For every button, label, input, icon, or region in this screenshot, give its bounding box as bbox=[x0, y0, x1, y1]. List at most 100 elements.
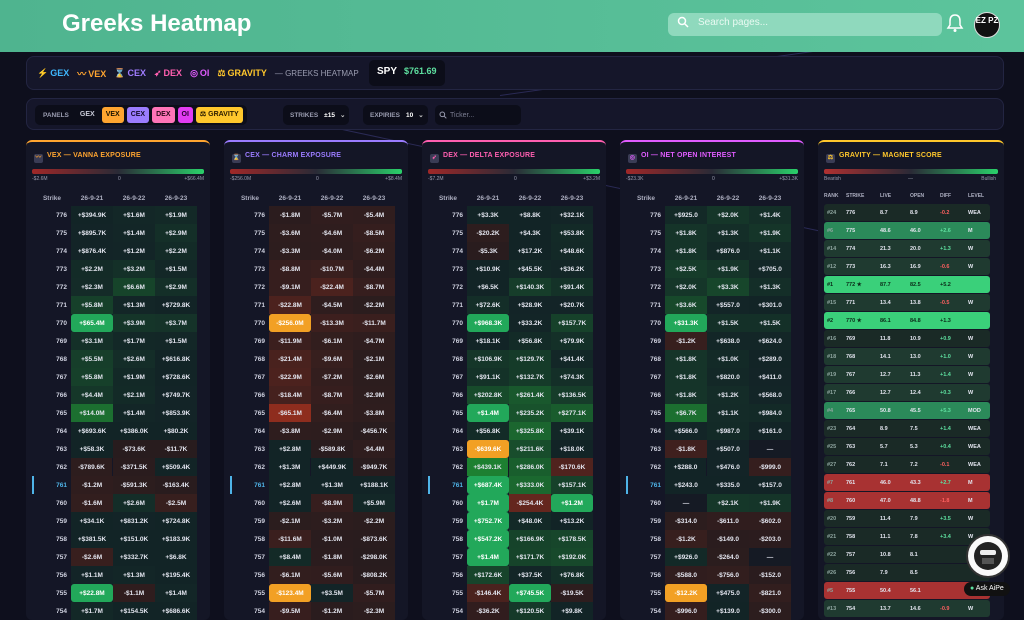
heat-cell[interactable]: +$31.3K bbox=[665, 314, 707, 332]
heat-cell[interactable]: +$1.4M bbox=[155, 584, 197, 602]
heat-cell[interactable]: +$33.2K bbox=[509, 314, 551, 332]
heat-cell[interactable]: -$588.0 bbox=[665, 566, 707, 584]
heat-cell[interactable]: -$1.8M bbox=[311, 548, 353, 566]
heat-cell[interactable]: +$687.4K bbox=[467, 476, 509, 494]
heat-cell[interactable]: +$1.9M bbox=[113, 368, 155, 386]
column-header[interactable]: Strike bbox=[240, 194, 260, 202]
table-row[interactable]: #13 754 13.7 14.6 -0.9 W bbox=[824, 600, 990, 617]
panel-toggle-dex[interactable]: DEX bbox=[152, 107, 175, 123]
heat-cell[interactable]: +$439.1K bbox=[467, 458, 509, 476]
heat-cell[interactable]: +$37.5K bbox=[509, 566, 551, 584]
heat-cell[interactable]: -$3.8M bbox=[269, 422, 311, 440]
heat-cell[interactable]: +$20.7K bbox=[551, 296, 593, 314]
heat-cell[interactable]: +$1.8K bbox=[665, 368, 707, 386]
column-header[interactable]: 26-9-21 bbox=[476, 194, 500, 202]
heat-cell[interactable]: -$1.8K bbox=[665, 440, 707, 458]
heat-cell[interactable]: +$129.7K bbox=[509, 350, 551, 368]
heat-cell[interactable]: +$984.0 bbox=[749, 404, 791, 422]
heat-cell[interactable]: +$211.6K bbox=[509, 440, 551, 458]
heat-cell[interactable]: +$411.0 bbox=[749, 368, 791, 386]
heat-cell[interactable]: +$926.0 bbox=[665, 548, 707, 566]
heat-cell[interactable]: +$876.0 bbox=[707, 242, 749, 260]
heat-cell[interactable]: +$1.7M bbox=[467, 494, 509, 512]
heat-cell[interactable]: -$13.3M bbox=[311, 314, 353, 332]
table-row[interactable]: #8 760 47.0 48.8 -1.8 M bbox=[824, 492, 990, 509]
heat-cell[interactable]: +$2.9M bbox=[155, 224, 197, 242]
heat-cell[interactable]: -$10.7M bbox=[311, 260, 353, 278]
heat-cell[interactable]: +$1.8K bbox=[665, 350, 707, 368]
heat-cell[interactable]: +$1.9K bbox=[707, 260, 749, 278]
heat-cell[interactable]: -$949.7K bbox=[353, 458, 395, 476]
table-row[interactable]: #14 774 21.3 20.0 +1.3 W bbox=[824, 240, 990, 257]
heat-cell[interactable]: +$2.5K bbox=[665, 260, 707, 278]
heat-cell[interactable]: +$1.6M bbox=[113, 206, 155, 224]
table-row[interactable]: #19 767 12.7 11.3 +1.4 W bbox=[824, 366, 990, 383]
heat-cell[interactable]: +$987.0 bbox=[707, 422, 749, 440]
heat-cell[interactable]: -$12.2K bbox=[665, 584, 707, 602]
heat-cell[interactable]: +$2.9M bbox=[155, 278, 197, 296]
heat-cell[interactable]: -$146.4K bbox=[467, 584, 509, 602]
heat-cell[interactable]: -$21.4M bbox=[269, 350, 311, 368]
heat-cell[interactable]: +$4.4M bbox=[71, 386, 113, 404]
heat-cell[interactable]: -$123.4M bbox=[269, 584, 311, 602]
column-header[interactable]: 26-9-23 bbox=[362, 194, 386, 202]
heat-cell[interactable]: -$9.5M bbox=[269, 602, 311, 620]
heat-cell[interactable]: +$752.7K bbox=[467, 512, 509, 530]
heat-cell[interactable]: -$73.6K bbox=[113, 440, 155, 458]
heat-cell[interactable]: +$568.0 bbox=[749, 386, 791, 404]
heat-cell[interactable]: -$602.0 bbox=[749, 512, 791, 530]
heat-cell[interactable]: +$3.6K bbox=[665, 296, 707, 314]
heat-cell[interactable]: +$547.2K bbox=[467, 530, 509, 548]
heat-cell[interactable]: +$65.4M bbox=[71, 314, 113, 332]
column-header[interactable]: 26-9-22 bbox=[320, 194, 344, 202]
heat-cell[interactable]: -$611.0 bbox=[707, 512, 749, 530]
heat-cell[interactable]: +$1.2K bbox=[707, 386, 749, 404]
heat-cell[interactable]: +$72.6K bbox=[467, 296, 509, 314]
heat-cell[interactable]: -$3.6M bbox=[269, 224, 311, 242]
heat-cell[interactable]: +$745.5K bbox=[509, 584, 551, 602]
heat-cell[interactable]: -$298.0K bbox=[353, 548, 395, 566]
heat-cell[interactable]: +$9.8K bbox=[551, 602, 593, 620]
heat-cell[interactable]: +$192.0K bbox=[551, 548, 593, 566]
heat-cell[interactable]: +$1.4M bbox=[467, 548, 509, 566]
heat-cell[interactable]: +$79.9K bbox=[551, 332, 593, 350]
heat-cell[interactable]: +$6.5K bbox=[467, 278, 509, 296]
heat-cell[interactable]: +$2.1K bbox=[707, 494, 749, 512]
heat-cell[interactable]: +$4.3K bbox=[509, 224, 551, 242]
heat-cell[interactable]: -$4.7M bbox=[353, 332, 395, 350]
heat-cell[interactable]: +$5.8M bbox=[71, 368, 113, 386]
column-header[interactable]: RANK bbox=[824, 193, 839, 199]
heat-cell[interactable]: -$2.1M bbox=[353, 350, 395, 368]
heat-cell[interactable]: +$48.6K bbox=[551, 242, 593, 260]
column-header[interactable]: DIFF bbox=[940, 193, 952, 199]
heat-cell[interactable]: +$139.0 bbox=[707, 602, 749, 620]
heat-cell[interactable]: +$2.6M bbox=[113, 494, 155, 512]
heat-cell[interactable]: +$2.0K bbox=[665, 278, 707, 296]
heat-cell[interactable]: +$968.3K bbox=[467, 314, 509, 332]
heat-cell[interactable]: -$591.3K bbox=[113, 476, 155, 494]
heat-cell[interactable]: +$261.4K bbox=[509, 386, 551, 404]
heat-cell[interactable]: -$808.2K bbox=[353, 566, 395, 584]
column-header[interactable]: 26-9-21 bbox=[278, 194, 302, 202]
heat-cell[interactable]: +$820.0 bbox=[707, 368, 749, 386]
heat-cell[interactable]: -$4.5M bbox=[311, 296, 353, 314]
heat-cell[interactable]: -$2.2M bbox=[353, 296, 395, 314]
heat-cell[interactable]: +$624.0 bbox=[749, 332, 791, 350]
heat-cell[interactable]: +$3.3K bbox=[707, 278, 749, 296]
heat-cell[interactable]: +$1.9K bbox=[749, 224, 791, 242]
heat-cell[interactable]: +$3.1M bbox=[71, 332, 113, 350]
heat-cell[interactable]: -$6.4M bbox=[311, 404, 353, 422]
heat-cell[interactable]: +$74.3K bbox=[551, 368, 593, 386]
heat-cell[interactable]: +$394.9K bbox=[71, 206, 113, 224]
heat-cell[interactable]: +$2.6M bbox=[113, 350, 155, 368]
heat-cell[interactable]: +$1.3M bbox=[113, 296, 155, 314]
heat-cell[interactable]: -$2.6M bbox=[71, 548, 113, 566]
heat-cell[interactable]: -$19.5K bbox=[551, 584, 593, 602]
heat-cell[interactable]: +$22.8M bbox=[71, 584, 113, 602]
panel-toggle-cex[interactable]: CEX bbox=[126, 107, 150, 123]
heat-cell[interactable]: -$1.2K bbox=[665, 530, 707, 548]
heat-cell[interactable]: +$1.4M bbox=[113, 404, 155, 422]
heat-cell[interactable]: -$5.6M bbox=[311, 566, 353, 584]
bell-icon[interactable] bbox=[946, 13, 964, 33]
heat-cell[interactable]: +$8.8K bbox=[509, 206, 551, 224]
